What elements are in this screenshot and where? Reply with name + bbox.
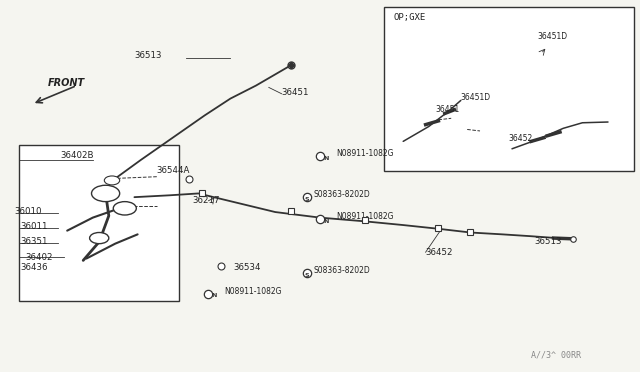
Text: 36452: 36452 [426,248,453,257]
Text: 36451: 36451 [435,105,460,113]
Bar [19,145,179,301]
Text: N08911-1082G: N08911-1082G [336,149,394,158]
Text: 36452: 36452 [509,134,533,143]
Text: 36402B: 36402B [61,151,94,160]
Text: OP;GXE: OP;GXE [394,13,426,22]
Text: N08911-1082G: N08911-1082G [224,287,282,296]
Circle shape [92,185,120,202]
Text: S: S [305,196,310,202]
Text: 36544A: 36544A [157,166,190,175]
Circle shape [104,176,120,185]
Text: A//3^ 00RR: A//3^ 00RR [531,350,581,359]
Text: FRONT: FRONT [48,77,85,87]
Circle shape [90,232,109,244]
Text: 36451D: 36451D [461,93,491,102]
Text: 36513: 36513 [534,237,562,246]
Text: 36010: 36010 [14,207,42,216]
Text: 36402: 36402 [26,253,53,262]
Text: N: N [324,219,329,224]
Text: N: N [324,155,329,161]
Bar [384,7,634,171]
Text: 36534: 36534 [234,263,261,272]
Text: 36351: 36351 [20,237,48,246]
Text: N08911-1082G: N08911-1082G [336,212,394,221]
Text: 36436: 36436 [20,263,48,272]
Text: S08363-8202D: S08363-8202D [314,190,371,199]
Text: 36011: 36011 [20,222,48,231]
Text: 36513: 36513 [134,51,162,60]
Text: 36217: 36217 [192,196,220,205]
Text: S: S [305,273,310,278]
Text: S08363-8202D: S08363-8202D [314,266,371,275]
Circle shape [113,202,136,215]
Text: 36451D: 36451D [538,32,568,41]
Text: N: N [212,293,217,298]
Text: 36451: 36451 [282,88,309,97]
